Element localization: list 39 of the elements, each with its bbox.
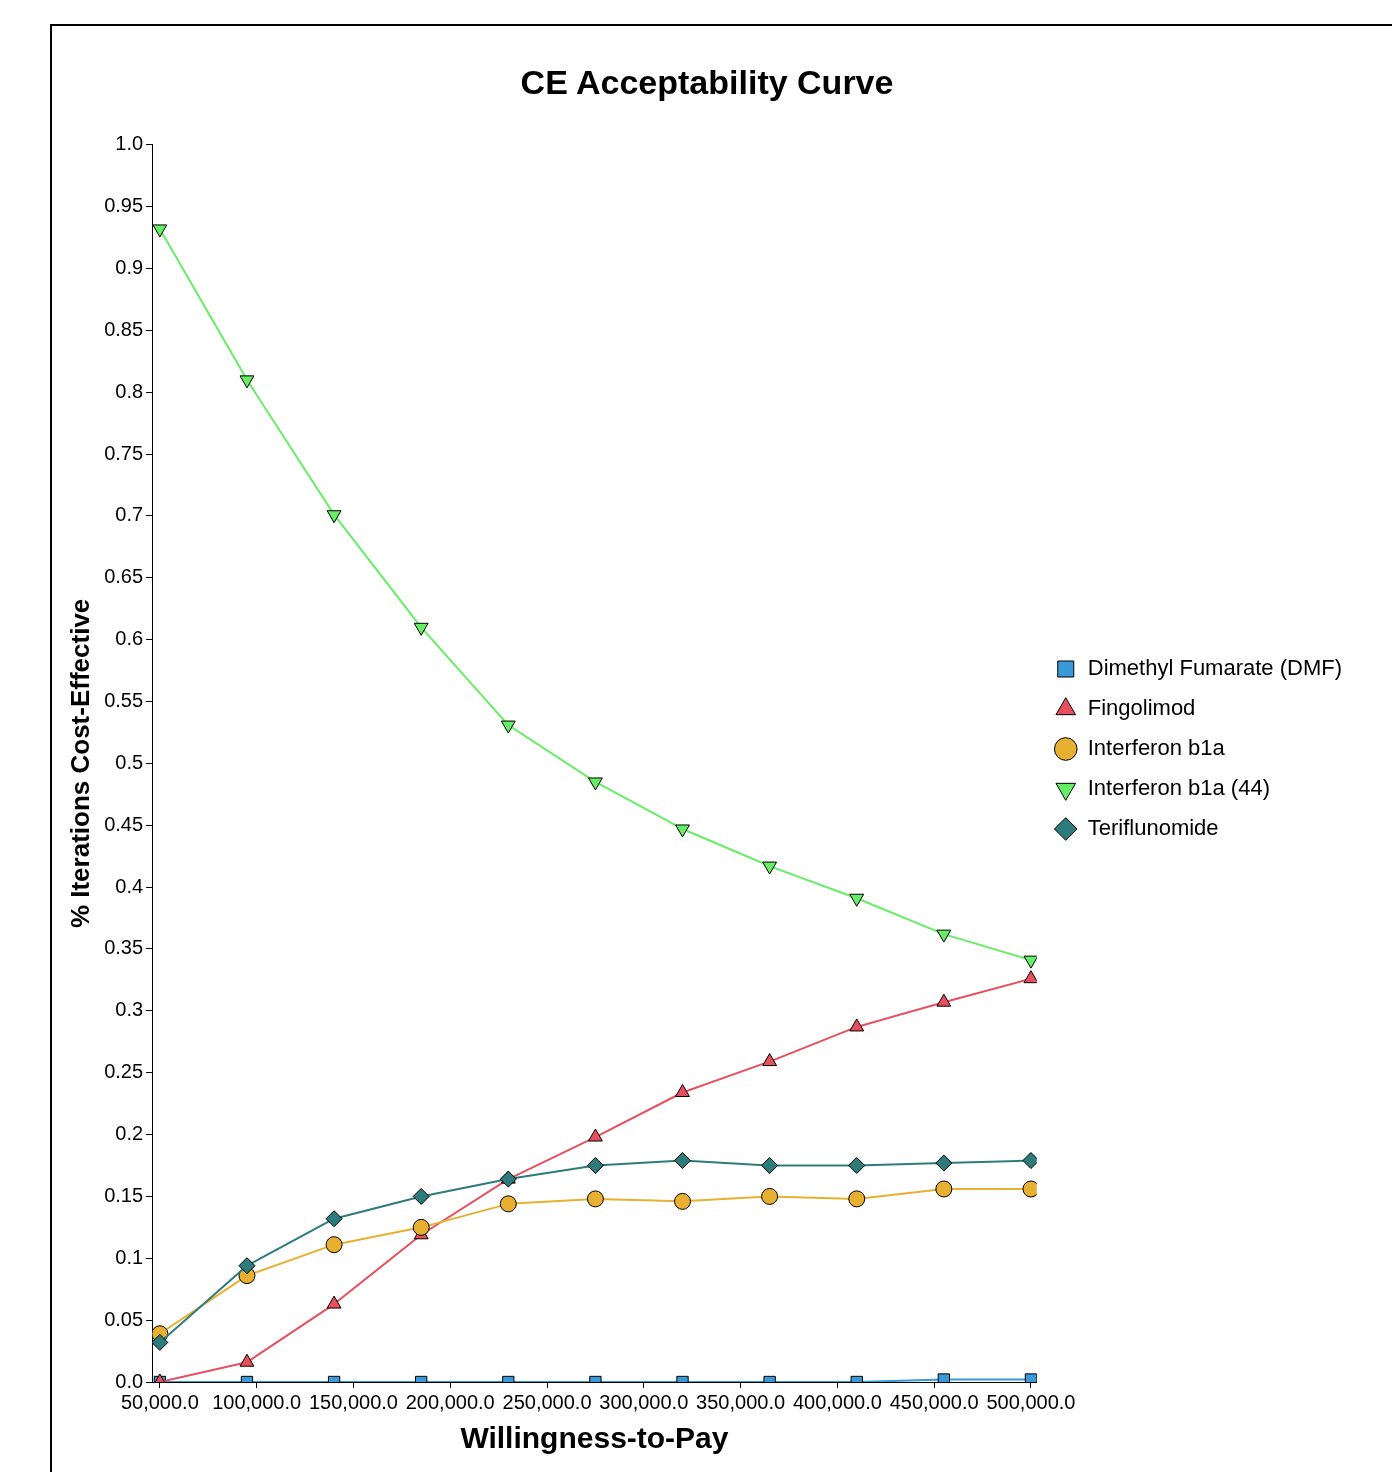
y-tick-label: 0.85 bbox=[104, 317, 144, 340]
y-tick-label: 0.35 bbox=[104, 936, 144, 959]
x-tick-label: 50,000.0 bbox=[120, 1390, 199, 1413]
legend-label: Interferon b1a (44) bbox=[1087, 775, 1270, 801]
x-tick-label: 250,000.0 bbox=[502, 1390, 592, 1413]
x-tick-label: 300,000.0 bbox=[599, 1390, 689, 1413]
y-tick-label: 0.5 bbox=[115, 750, 144, 773]
y-tick-label: 0.8 bbox=[115, 379, 144, 402]
y-tick-label: 0.15 bbox=[104, 1183, 144, 1206]
x-tick-label: 500,000.0 bbox=[986, 1390, 1076, 1413]
y-tick-label: 0.45 bbox=[104, 812, 144, 835]
chart-title: CE Acceptability Curve bbox=[520, 62, 894, 101]
y-tick-label: 0.7 bbox=[115, 503, 144, 526]
x-tick-label: 450,000.0 bbox=[889, 1390, 979, 1413]
x-axis-title: Willingness-to-Pay bbox=[460, 1421, 729, 1455]
x-tick-label: 350,000.0 bbox=[696, 1390, 786, 1413]
legend-label: Interferon b1a bbox=[1087, 735, 1226, 761]
x-tick-label: 100,000.0 bbox=[212, 1390, 302, 1413]
x-tick-label: 400,000.0 bbox=[792, 1390, 882, 1413]
x-tick-label: 150,000.0 bbox=[308, 1390, 398, 1413]
y-tick-label: 0.1 bbox=[115, 1245, 144, 1268]
legend-label: Teriflunomide bbox=[1087, 815, 1219, 841]
y-tick-label: 0.95 bbox=[104, 194, 144, 217]
legend-label: Fingolimod bbox=[1087, 695, 1196, 721]
y-tick-label: 0.05 bbox=[104, 1307, 144, 1330]
legend-label: Dimethyl Fumarate (DMF) bbox=[1087, 655, 1342, 681]
y-tick-label: 0.25 bbox=[104, 1060, 144, 1083]
y-tick-label: 0.9 bbox=[115, 256, 144, 279]
y-tick-label: 0.75 bbox=[104, 441, 144, 464]
y-tick-label: 1.0 bbox=[115, 132, 144, 155]
y-tick-label: 0.4 bbox=[115, 874, 144, 897]
y-tick-label: 0.3 bbox=[115, 998, 144, 1021]
y-axis-title: % Iterations Cost-Effective bbox=[64, 598, 95, 929]
y-tick-label: 0.2 bbox=[115, 1122, 144, 1145]
y-tick-label: 0.6 bbox=[115, 627, 144, 650]
y-tick-label: 0.65 bbox=[104, 565, 144, 588]
y-tick-label: 0.55 bbox=[104, 689, 144, 712]
y-tick-label: 0.0 bbox=[115, 1369, 144, 1392]
x-tick-label: 200,000.0 bbox=[405, 1390, 495, 1413]
